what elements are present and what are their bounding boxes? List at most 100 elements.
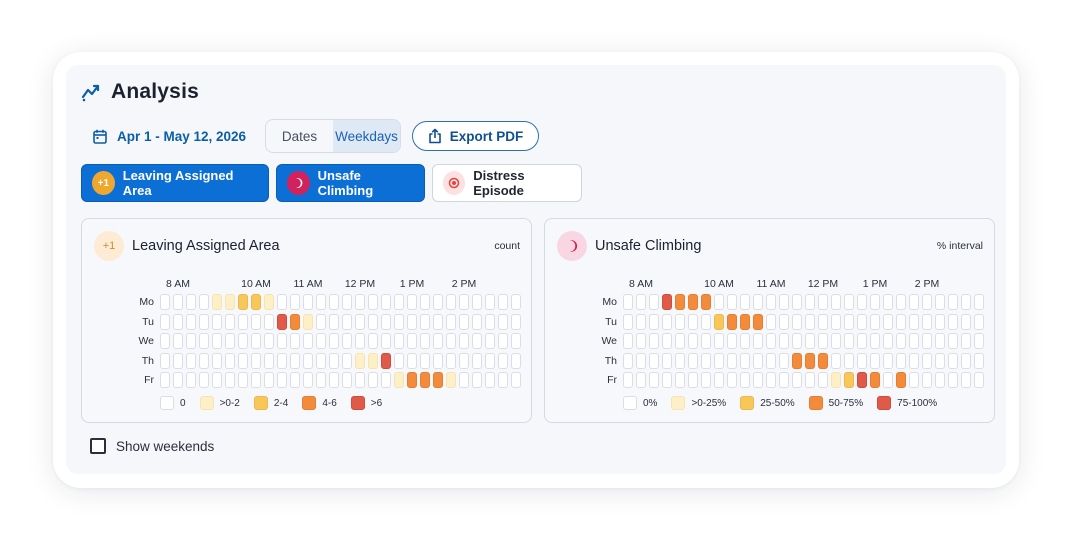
heatmap-cell[interactable]: [485, 352, 495, 369]
heatmap-cell[interactable]: [623, 372, 633, 388]
heatmap-cell[interactable]: [662, 294, 672, 310]
heatmap-cell[interactable]: [636, 352, 646, 369]
filter-unsafe-climbing[interactable]: Unsafe Climbing: [276, 164, 425, 202]
heatmap-cell[interactable]: [381, 313, 391, 330]
heatmap-cell[interactable]: [870, 352, 880, 369]
heatmap-cell[interactable]: [818, 372, 828, 388]
heatmap-cell[interactable]: [883, 333, 893, 349]
heatmap-cell[interactable]: [779, 333, 789, 349]
heatmap-cell[interactable]: [420, 294, 430, 310]
heatmap-cell[interactable]: [251, 294, 261, 310]
heatmap-cell[interactable]: [225, 294, 235, 310]
heatmap-cell[interactable]: [368, 313, 378, 330]
heatmap-cell[interactable]: [407, 352, 417, 369]
heatmap-cell[interactable]: [636, 313, 646, 330]
heatmap-cell[interactable]: [961, 352, 971, 369]
heatmap-cell[interactable]: [459, 352, 469, 369]
heatmap-cell[interactable]: [264, 352, 274, 369]
heatmap-cell[interactable]: [896, 372, 906, 388]
heatmap-cell[interactable]: [498, 294, 508, 310]
heatmap-cell[interactable]: [394, 352, 404, 369]
heatmap-cell[interactable]: [831, 352, 841, 369]
heatmap-cell[interactable]: [368, 333, 378, 349]
heatmap-cell[interactable]: [238, 333, 248, 349]
heatmap-cell[interactable]: [290, 372, 300, 388]
heatmap-cell[interactable]: [922, 313, 932, 330]
heatmap-cell[interactable]: [459, 333, 469, 349]
heatmap-cell[interactable]: [316, 333, 326, 349]
heatmap-cell[interactable]: [160, 313, 170, 330]
heatmap-cell[interactable]: [948, 333, 958, 349]
heatmap-cell[interactable]: [805, 352, 815, 369]
heatmap-cell[interactable]: [870, 294, 880, 310]
heatmap-cell[interactable]: [238, 294, 248, 310]
heatmap-cell[interactable]: [857, 294, 867, 310]
heatmap-cell[interactable]: [909, 333, 919, 349]
heatmap-cell[interactable]: [896, 333, 906, 349]
heatmap-cell[interactable]: [909, 294, 919, 310]
heatmap-cell[interactable]: [922, 333, 932, 349]
heatmap-cell[interactable]: [225, 352, 235, 369]
heatmap-cell[interactable]: [649, 333, 659, 349]
heatmap-cell[interactable]: [961, 313, 971, 330]
heatmap-cell[interactable]: [342, 352, 352, 369]
heatmap-cell[interactable]: [251, 313, 261, 330]
heatmap-cell[interactable]: [805, 313, 815, 330]
heatmap-cell[interactable]: [251, 372, 261, 388]
heatmap-cell[interactable]: [961, 294, 971, 310]
heatmap-cell[interactable]: [766, 333, 776, 349]
heatmap-cell[interactable]: [212, 333, 222, 349]
heatmap-cell[interactable]: [498, 372, 508, 388]
heatmap-cell[interactable]: [394, 333, 404, 349]
heatmap-cell[interactable]: [290, 294, 300, 310]
heatmap-cell[interactable]: [407, 333, 417, 349]
heatmap-cell[interactable]: [961, 333, 971, 349]
heatmap-cell[interactable]: [688, 313, 698, 330]
heatmap-cell[interactable]: [714, 313, 724, 330]
heatmap-cell[interactable]: [844, 372, 854, 388]
heatmap-cell[interactable]: [368, 352, 378, 369]
heatmap-cell[interactable]: [342, 313, 352, 330]
heatmap-cell[interactable]: [961, 372, 971, 388]
heatmap-cell[interactable]: [701, 313, 711, 330]
heatmap-cell[interactable]: [974, 333, 984, 349]
heatmap-cell[interactable]: [805, 294, 815, 310]
heatmap-cell[interactable]: [857, 352, 867, 369]
heatmap-cell[interactable]: [818, 333, 828, 349]
heatmap-cell[interactable]: [316, 352, 326, 369]
heatmap-cell[interactable]: [818, 294, 828, 310]
heatmap-cell[interactable]: [792, 333, 802, 349]
heatmap-cell[interactable]: [511, 294, 521, 310]
date-range-picker[interactable]: Apr 1 - May 12, 2026: [81, 119, 258, 153]
heatmap-cell[interactable]: [355, 372, 365, 388]
heatmap-cell[interactable]: [420, 333, 430, 349]
heatmap-cell[interactable]: [251, 352, 261, 369]
heatmap-cell[interactable]: [186, 352, 196, 369]
heatmap-cell[interactable]: [407, 294, 417, 310]
heatmap-cell[interactable]: [277, 294, 287, 310]
heatmap-cell[interactable]: [186, 372, 196, 388]
heatmap-cell[interactable]: [805, 372, 815, 388]
heatmap-cell[interactable]: [753, 372, 763, 388]
heatmap-cell[interactable]: [381, 352, 391, 369]
filter-distress-episode[interactable]: Distress Episode: [432, 164, 582, 202]
heatmap-cell[interactable]: [316, 313, 326, 330]
heatmap-cell[interactable]: [355, 313, 365, 330]
heatmap-cell[interactable]: [766, 294, 776, 310]
heatmap-cell[interactable]: [446, 333, 456, 349]
heatmap-cell[interactable]: [766, 352, 776, 369]
heatmap-cell[interactable]: [935, 313, 945, 330]
heatmap-cell[interactable]: [316, 294, 326, 310]
heatmap-cell[interactable]: [727, 352, 737, 369]
heatmap-cell[interactable]: [922, 294, 932, 310]
heatmap-cell[interactable]: [883, 294, 893, 310]
export-pdf-button[interactable]: Export PDF: [412, 121, 539, 151]
heatmap-cell[interactable]: [277, 372, 287, 388]
heatmap-cell[interactable]: [792, 313, 802, 330]
heatmap-cell[interactable]: [407, 313, 417, 330]
heatmap-cell[interactable]: [277, 313, 287, 330]
heatmap-cell[interactable]: [498, 313, 508, 330]
heatmap-cell[interactable]: [290, 333, 300, 349]
heatmap-cell[interactable]: [342, 294, 352, 310]
heatmap-cell[interactable]: [831, 294, 841, 310]
